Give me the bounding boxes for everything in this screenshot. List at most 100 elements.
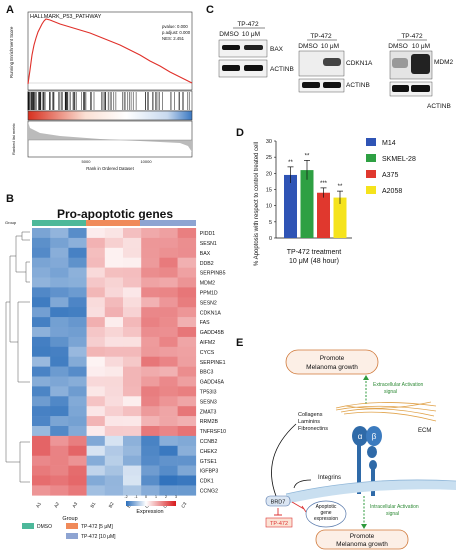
- heatmap-cell: [177, 396, 197, 407]
- gene-label: FAS: [200, 320, 210, 326]
- gsea-stat-2: p.adjust: 0.000: [162, 30, 191, 35]
- heatmap-cell: [141, 356, 160, 367]
- gene-label: CCNG2: [200, 489, 218, 495]
- apoptosis-bar-chart: % Apoptosis with respect to control trea…: [254, 138, 416, 266]
- heatmap-cell: [104, 435, 124, 447]
- gene-label: ZMAT3: [200, 409, 217, 415]
- bar: [333, 197, 347, 238]
- heatmap-cell: [32, 406, 51, 417]
- heatmap-cell: [86, 327, 106, 338]
- heatmap-cell: [68, 475, 87, 486]
- heatmap-cell: [104, 406, 124, 417]
- heatmap-cell: [68, 445, 87, 456]
- expression-tick: -2: [124, 495, 127, 499]
- heatmap-cell: [50, 445, 69, 456]
- heatmap-cell: [50, 327, 69, 338]
- heatmap-cell: [123, 445, 142, 456]
- heatmap-cell: [50, 277, 69, 288]
- heatmap-cell: [50, 297, 69, 308]
- heatmap-cell: [86, 366, 106, 377]
- sample-label: A1: [35, 501, 42, 509]
- heatmap-cell: [50, 455, 69, 466]
- heatmap-cell: [68, 327, 87, 338]
- heatmap-cell: [177, 426, 197, 437]
- mechanism-diagram: Promote Melanoma growth Extracellular Ac…: [265, 349, 456, 550]
- extracellular-line2: signal: [384, 389, 397, 395]
- promote-top-line2: Melanoma growth: [306, 364, 358, 371]
- blot1-loading: ACTINB: [270, 66, 294, 73]
- heatmap-cell: [68, 396, 87, 407]
- heatmap-group-label: Group: [5, 220, 17, 225]
- matrix-collagens: Collagens: [298, 412, 323, 418]
- gene-label: MDM2: [200, 281, 215, 287]
- blot2-lane-10um: 10 μM: [321, 43, 339, 50]
- blot2-loading: ACTINB: [346, 82, 370, 89]
- blot1-header: TP-472: [237, 21, 259, 28]
- legend-label-5um: TP-472 [5 μM]: [81, 524, 113, 530]
- heatmap-cell: [177, 356, 197, 367]
- heatmap-cell: [86, 406, 106, 417]
- promote-top-box: [285, 349, 379, 375]
- heatmap-cell: [177, 257, 197, 268]
- heatmap-cell: [104, 346, 124, 357]
- extracellular-line1: Extracellular Activation: [373, 382, 424, 388]
- bar: [284, 174, 297, 238]
- gene-label: IGFBP3: [200, 469, 219, 475]
- heatmap-cell: [141, 297, 160, 308]
- heatmap-cell: [50, 485, 69, 496]
- heatmap-cell: [50, 465, 69, 476]
- bar-legend: M14 SKMEL-28 A375 A2058: [366, 138, 416, 195]
- heatmap-cell: [32, 396, 51, 407]
- heatmap-cell: [86, 237, 106, 249]
- group-bar-10um: [140, 220, 196, 226]
- y-tick-label: 0: [269, 236, 272, 242]
- heatmap-cell: [104, 327, 124, 338]
- heatmap-cell: [159, 267, 178, 278]
- enrichment-curve: [27, 18, 193, 85]
- heatmap-cell: [104, 475, 124, 486]
- heatmap-cell: [50, 228, 69, 239]
- heatmap-cell: [104, 376, 124, 387]
- heatmap-cell: [50, 396, 69, 407]
- heatmap-cell: [50, 257, 69, 268]
- legend-expression-title: Expression: [136, 509, 163, 515]
- gene-label: GTSE1: [200, 459, 217, 465]
- bar-chart-ylabel: % Apoptosis with respect to control trea…: [254, 142, 260, 266]
- heatmap-cell: [123, 277, 142, 288]
- heatmap-cell: [104, 297, 124, 308]
- gene-label: RRM2B: [200, 419, 219, 425]
- heatmap-cell: [159, 465, 178, 476]
- heatmap-cell: [86, 435, 106, 447]
- heatmap-cell: [86, 445, 106, 456]
- heatmap-cell: [50, 346, 69, 357]
- gene-label: PPM1D: [200, 291, 218, 297]
- heatmap-cell: [141, 485, 160, 496]
- heatmap-cell: [86, 426, 106, 437]
- heatmap-cell: [123, 475, 142, 486]
- heatmap-cell: [123, 247, 142, 258]
- gene-label: SERPINB5: [200, 271, 226, 277]
- heatmap-cell: [104, 366, 124, 377]
- heatmap-cell: [177, 445, 197, 456]
- heatmap-cell: [68, 356, 87, 367]
- heatmap-cell: [159, 435, 178, 447]
- heatmap-cell: [68, 307, 87, 318]
- heatmap-cell: [104, 336, 124, 348]
- gsea-ylabel-top: Running Enrichment Score: [9, 26, 14, 78]
- significance-label: **: [338, 184, 343, 190]
- blot3-header: TP-472: [401, 33, 423, 40]
- expression-colorbar: [126, 501, 176, 506]
- heatmap-cell: [68, 366, 87, 377]
- gene-label: BAX: [200, 251, 211, 257]
- heatmap-cell: [86, 228, 106, 239]
- heatmap-cell: [177, 307, 197, 318]
- expression-tick: -1: [134, 495, 137, 499]
- expression-tick: 0: [145, 495, 147, 499]
- apoptotic-gene-box: [305, 500, 347, 528]
- heatmap-cell: [123, 307, 142, 318]
- heatmap-cell: [177, 386, 197, 397]
- heatmap-cell: [68, 376, 87, 387]
- heatmap-cell: [104, 237, 124, 249]
- gene-label: CYCS: [200, 350, 215, 356]
- gene-label: SESN2: [200, 300, 217, 306]
